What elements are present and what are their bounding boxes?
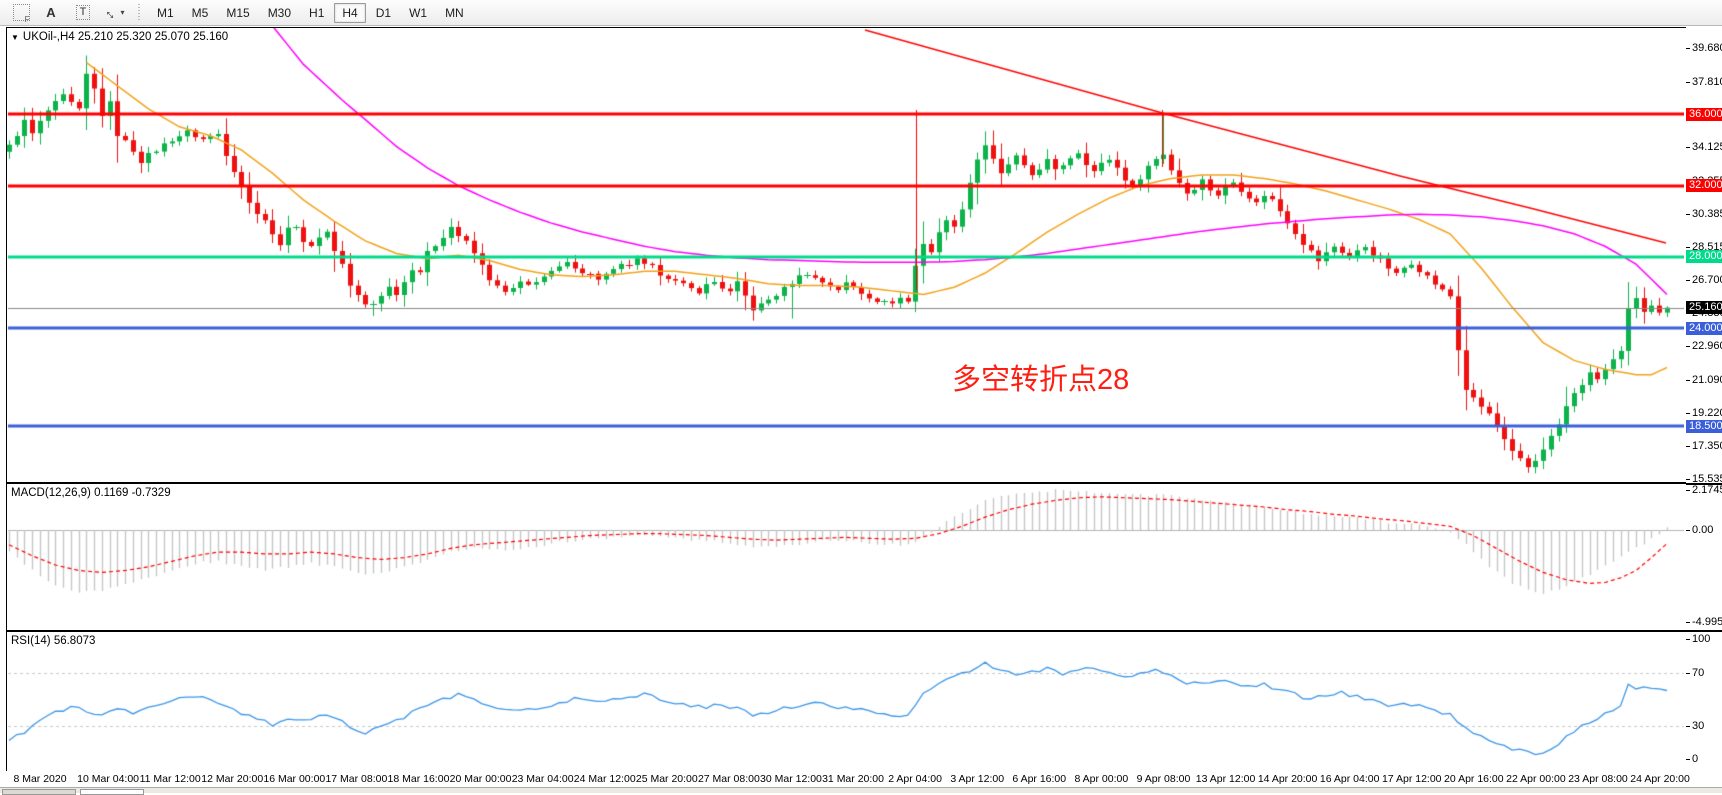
rsi-canvas[interactable] [7, 632, 1684, 769]
time-label: 23 Mar 04:00 [511, 773, 574, 785]
price-tick-34.125: 34.125 [1686, 141, 1722, 154]
arrows-tool-icon[interactable]: ↔ ▾ [102, 2, 128, 23]
time-label: 31 Mar 20:00 [822, 773, 884, 785]
rsi-label: RSI(14) 56.8073 [11, 635, 96, 647]
time-label: 3 Apr 12:00 [950, 773, 1005, 785]
timeframe-buttons: M1 M5 M15 M30 H1 H4 D1 W1 MN [148, 2, 473, 23]
panel-separator [1686, 630, 1722, 632]
time-label: 20 Mar 00:00 [449, 773, 512, 785]
time-label: 2 Apr 04:00 [888, 773, 942, 785]
text-label-icon[interactable]: A [46, 5, 56, 20]
macd-canvas[interactable] [7, 484, 1684, 628]
time-label: 14 Apr 20:00 [1257, 773, 1318, 785]
status-bar [0, 787, 1722, 795]
time-label: 6 Apr 16:00 [1012, 773, 1067, 785]
indicator-tick-100: 100 [1686, 633, 1722, 646]
time-label: 9 Apr 08:00 [1136, 773, 1191, 785]
text-box-icon-label: T [75, 5, 91, 20]
time-label: 30 Mar 12:00 [760, 773, 822, 785]
price-tick-22.960: 22.960 [1686, 340, 1722, 353]
chart-title-collapse-arrow[interactable]: ▼ [11, 32, 19, 42]
price-chart-panel: ▼ UKOil-,H4 25.210 25.320 25.070 25.160 … [6, 27, 1687, 483]
time-label: 27 Mar 08:00 [697, 773, 760, 785]
price-tick-37.810: 37.810 [1686, 76, 1722, 89]
chart-title-text: UKOil-,H4 25.210 25.320 25.070 25.160 [22, 31, 229, 43]
indicator-tick-30: 30 [1686, 720, 1722, 733]
timeframe-button-m15[interactable]: M15 [226, 5, 250, 20]
time-label: 13 Apr 12:00 [1195, 773, 1256, 785]
time-label: 10 Mar 04:00 [77, 773, 140, 785]
indicator-tick-0.00: 0.00 [1686, 524, 1722, 537]
time-label: 17 Mar 08:00 [325, 773, 388, 785]
time-label: 17 Apr 12:00 [1381, 773, 1442, 785]
timeframe-button-m1[interactable]: M1 [157, 5, 174, 20]
time-label: 20 Apr 16:00 [1444, 773, 1504, 785]
price-tick-17.350: 17.350 [1686, 440, 1722, 453]
annotation-text[interactable]: 多空转折点28 [952, 364, 1130, 396]
price-tick-21.090: 21.090 [1686, 374, 1722, 387]
rsi-panel: RSI(14) 56.8073 [6, 631, 1687, 772]
status-bar-segment [80, 789, 144, 795]
timeframe-button-h1[interactable]: H1 [309, 5, 325, 20]
toolbar: F A T ↔ ▾ M1 M5 M15 M30 H1 H4 D1 W1 MN [0, 0, 1722, 26]
time-label: 16 Mar 00:00 [263, 773, 326, 785]
time-axis[interactable]: 8 Mar 2020 10 Mar 04:00 11 Mar 12:00 12 Mar… [0, 771, 1722, 787]
price-chart-canvas[interactable] [7, 28, 1684, 480]
price-tick-39.680: 39.680 [1686, 42, 1722, 55]
time-label: 22 Apr 00:00 [1506, 773, 1566, 785]
price-tick-28.515: 28.515 [1686, 241, 1722, 254]
indicator-tick--4.9955: -4.9955 [1686, 616, 1722, 629]
time-label: 12 Mar 20:00 [201, 773, 264, 785]
time-label: 24 Apr 20:00 [1630, 773, 1690, 785]
price-badge-36.000: 36.000 [1686, 107, 1722, 121]
indicator-tick-2.1745: 2.1745 [1686, 484, 1722, 497]
timeframe-button-m5[interactable]: M5 [191, 5, 209, 20]
time-label: 8 Apr 00:00 [1074, 773, 1129, 785]
text-box-icon[interactable]: T [70, 2, 96, 23]
time-label: 23 Apr 08:00 [1568, 773, 1628, 785]
macd-label: MACD(12,26,9) 0.1169 -0.7329 [11, 487, 171, 499]
time-label: 18 Mar 16:00 [387, 773, 450, 785]
price-tick-15.535: 15.535 [1686, 473, 1722, 486]
panel-separator [1686, 483, 1722, 485]
timeframe-button-m30[interactable]: M30 [267, 5, 292, 20]
price-badge-32.000: 32.000 [1686, 179, 1722, 193]
timeframe-button-mn[interactable]: MN [445, 5, 464, 20]
grid-f-icon-label: F [24, 15, 30, 24]
toolbar-grip[interactable] [138, 3, 140, 22]
diagonal-arrows-icon: ↔ [101, 1, 124, 24]
price-tick-26.700: 26.700 [1686, 274, 1722, 287]
timeframe-button-d1[interactable]: D1 [375, 5, 392, 20]
price-badge-18.500: 18.500 [1686, 419, 1722, 433]
time-label: 16 Apr 04:00 [1319, 773, 1380, 785]
indicator-tick-0: 0 [1686, 753, 1722, 766]
price-badge-28.000: 28.000 [1686, 250, 1722, 264]
timeframe-button-w1[interactable]: W1 [409, 5, 428, 20]
time-label: 11 Mar 12:00 [139, 773, 201, 785]
time-label: 8 Mar 2020 [13, 773, 67, 785]
macd-panel: MACD(12,26,9) 0.1169 -0.7329 [6, 483, 1687, 631]
indicator-tick-70: 70 [1686, 667, 1722, 680]
timeframe-button-h4[interactable]: H4 [334, 2, 366, 23]
price-axis[interactable]: 39.68037.81034.12532.25530.38528.51526.7… [1686, 27, 1722, 771]
price-badge-25.160: 25.160 [1686, 301, 1722, 315]
grid-f-icon[interactable]: F [6, 2, 32, 24]
chart-title: ▼ UKOil-,H4 25.210 25.320 25.070 25.160 [11, 31, 228, 43]
price-badge-24.000: 24.000 [1686, 321, 1722, 335]
price-tick-30.385: 30.385 [1686, 208, 1722, 221]
time-label: 24 Mar 12:00 [573, 773, 636, 785]
chevron-down-icon: ▾ [120, 8, 125, 17]
price-tick-19.220: 19.220 [1686, 407, 1722, 420]
time-label: 25 Mar 20:00 [635, 773, 698, 785]
status-bar-segment [2, 789, 76, 795]
